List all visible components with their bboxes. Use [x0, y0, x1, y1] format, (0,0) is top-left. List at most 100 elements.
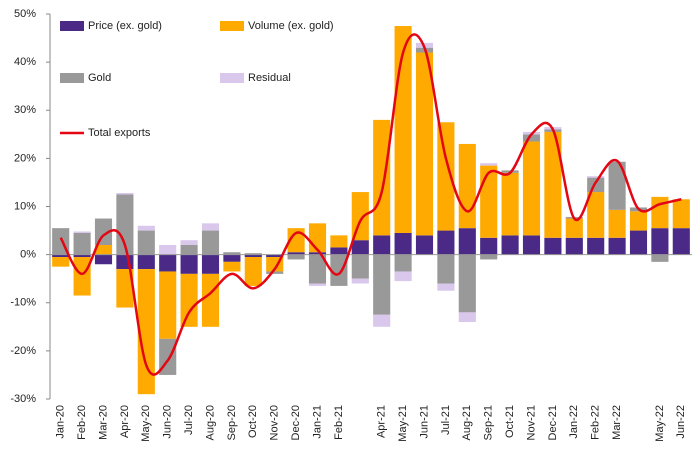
- bar-segment: [672, 199, 690, 229]
- y-tick-label: 30%: [14, 104, 36, 116]
- bar-segment: [587, 192, 605, 238]
- bar-segment: [437, 122, 455, 231]
- x-tick-label: Nov-21: [525, 405, 537, 440]
- bar-segment: [201, 230, 220, 255]
- bar-segment: [501, 235, 519, 255]
- bar-segment: [544, 131, 562, 238]
- x-tick-label: May-20: [140, 405, 152, 442]
- bar-segment: [672, 228, 690, 255]
- legend-label: Residual: [248, 72, 291, 84]
- x-tick-label: Jan-22: [568, 405, 580, 439]
- bar-segment: [330, 235, 348, 248]
- total-line: [59, 33, 682, 376]
- legend-swatch: [220, 21, 244, 31]
- bar-segment: [201, 273, 220, 327]
- bar-segment: [180, 254, 198, 274]
- legend-swatch: [220, 73, 244, 83]
- bar-segment: [629, 211, 648, 231]
- bar-segment: [351, 254, 369, 279]
- bar-segment: [137, 230, 155, 255]
- bar-segment: [244, 253, 262, 255]
- x-tick-label: Jan-21: [311, 405, 323, 439]
- bar-segment: [159, 271, 177, 339]
- bar-segment: [373, 314, 391, 327]
- bar-segment: [608, 161, 626, 210]
- bar-segment: [201, 254, 220, 274]
- y-tick-label: 0%: [20, 249, 36, 261]
- bar-segment: [544, 237, 562, 255]
- x-tick-label: Apr-21: [376, 405, 388, 438]
- bar-segment: [73, 257, 91, 296]
- bar-segment: [244, 254, 262, 258]
- bar-segment: [480, 254, 498, 260]
- y-tick-label: 50%: [14, 8, 36, 20]
- x-tick-label: May-21: [397, 405, 409, 442]
- bar-segment: [330, 247, 348, 255]
- bar-segment: [394, 254, 412, 272]
- bar-segment: [522, 141, 541, 236]
- bar-segment: [458, 143, 476, 229]
- bar-segment: [116, 193, 134, 195]
- bar-segment: [522, 134, 541, 142]
- bar-segment: [137, 269, 155, 395]
- bar-segment: [223, 252, 241, 255]
- bar-segment: [52, 257, 70, 267]
- bar-segment: [308, 283, 327, 286]
- bar-segment: [587, 237, 605, 255]
- bar-segment: [159, 254, 177, 272]
- bar-segment: [201, 223, 220, 231]
- bar-segment: [458, 254, 476, 313]
- bar-segment: [287, 254, 305, 260]
- x-tick-label: Jan-20: [55, 405, 67, 439]
- legend-swatch: [60, 21, 84, 31]
- bar-segment: [565, 218, 583, 238]
- bar-segment: [651, 228, 669, 255]
- bar-segment: [437, 230, 455, 255]
- legend-label: Volume (ex. gold): [248, 20, 334, 32]
- bar-segment: [608, 209, 626, 238]
- bar-segment: [73, 254, 91, 258]
- legend-label: Price (ex. gold): [88, 20, 162, 32]
- bar-segment: [73, 231, 91, 233]
- bar-segment: [244, 257, 262, 286]
- x-tick-label: Sep-20: [226, 405, 238, 440]
- bar-segment: [437, 254, 455, 284]
- bar-segment: [587, 177, 605, 193]
- bar-segment: [480, 163, 498, 166]
- bar-segment: [458, 228, 476, 255]
- x-tick-label: Aug-20: [204, 405, 216, 440]
- bar-segment: [308, 252, 327, 255]
- bar-segment: [373, 119, 391, 236]
- x-tick-label: Mar-22: [611, 405, 623, 440]
- x-tick-label: Jun-21: [418, 405, 430, 439]
- bar-segment: [116, 269, 134, 308]
- y-tick-label: -10%: [10, 297, 36, 309]
- bar-segment: [437, 283, 455, 291]
- x-tick-label: Apr-20: [119, 405, 131, 438]
- bar-segment: [94, 254, 113, 265]
- x-tick-label: Feb-20: [76, 405, 88, 440]
- x-tick-label: Mar-20: [97, 405, 109, 440]
- legend-label: Total exports: [88, 127, 151, 139]
- bar-segment: [330, 254, 348, 286]
- bar-segment: [373, 254, 391, 315]
- x-tick-label: Jun-20: [162, 405, 174, 439]
- bar-segment: [394, 271, 412, 282]
- y-tick-label: -20%: [10, 345, 36, 357]
- bar-segment: [629, 230, 648, 255]
- bar-segment: [351, 278, 369, 284]
- bar-segment: [351, 240, 369, 255]
- y-tick-label: 20%: [14, 152, 36, 164]
- bar-segment: [266, 254, 284, 258]
- bar-segment: [73, 232, 91, 255]
- bar-segment: [223, 254, 241, 262]
- bar-segment: [180, 273, 198, 327]
- bar-segment: [458, 312, 476, 322]
- bar-segment: [565, 237, 583, 255]
- bar-segment: [651, 254, 669, 262]
- y-tick-label: 10%: [14, 200, 36, 212]
- y-tick-label: -30%: [10, 393, 36, 405]
- bar-segment: [480, 165, 498, 238]
- x-tick-label: Sep-21: [483, 405, 495, 440]
